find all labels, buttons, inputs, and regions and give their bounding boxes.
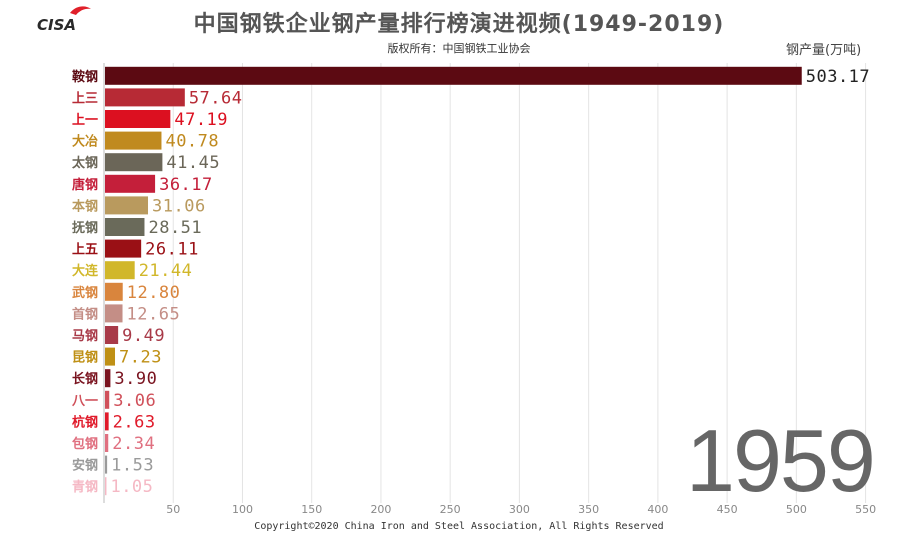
x-tick-label: 500: [786, 503, 807, 516]
x-tick-label: 250: [440, 503, 461, 516]
x-tick-label: 150: [301, 503, 322, 516]
bar: [105, 282, 123, 301]
category-label: 八一: [71, 394, 98, 409]
value-label: 3.90: [114, 369, 157, 389]
value-label: 2.63: [113, 412, 156, 432]
value-label: 40.78: [165, 132, 219, 152]
x-tick-label: 350: [578, 503, 599, 516]
value-label: 21.44: [139, 261, 193, 281]
bar: [105, 304, 123, 323]
category-label: 大冶: [72, 134, 98, 150]
bar: [105, 261, 135, 280]
x-tick-label: 450: [717, 503, 738, 516]
category-label: 上三: [72, 91, 98, 106]
category-label: 首钢: [72, 306, 98, 322]
category-label: 包钢: [72, 436, 98, 452]
category-label: 大连: [72, 263, 99, 279]
bar: [105, 131, 162, 150]
bar: [105, 110, 171, 128]
category-label: 武钢: [72, 285, 98, 301]
bar: [105, 477, 107, 496]
value-label: 1.05: [110, 477, 153, 497]
chart-title: 中国钢铁企业钢产量排行榜演进视频(1949-2019): [193, 12, 725, 37]
bar: [105, 196, 149, 215]
unit-label: 钢产量(万吨): [786, 43, 862, 58]
copyright-text: Copyright©2020 China Iron and Steel Asso…: [254, 521, 664, 532]
value-label: 36.17: [159, 175, 213, 195]
category-label: 鞍钢: [72, 69, 98, 85]
value-label: 7.23: [119, 348, 162, 368]
x-tick-label: 550: [855, 503, 876, 516]
x-tick-label: 400: [647, 503, 668, 516]
chart-subtitle: 版权所有：中国钢铁工业协会: [387, 42, 531, 55]
category-label: 上五: [72, 243, 98, 258]
value-label: 1.53: [111, 456, 154, 476]
bar: [105, 390, 110, 409]
x-tick-label: 100: [232, 503, 253, 516]
category-label: 长钢: [72, 371, 98, 387]
value-label: 2.34: [112, 434, 155, 454]
value-label: 503.17: [806, 67, 870, 87]
logo-text: CISA: [37, 16, 76, 33]
value-label: 47.19: [174, 110, 228, 130]
value-label: 41.45: [166, 153, 220, 173]
x-tick-label: 200: [370, 503, 391, 516]
value-label: 3.06: [113, 391, 156, 411]
cisa-logo: CISA: [37, 6, 91, 33]
bar: [105, 174, 156, 193]
category-label: 太钢: [71, 155, 98, 171]
x-tick-label: 300: [509, 503, 530, 516]
bar: [105, 239, 142, 258]
category-label: 唐钢: [72, 177, 98, 193]
bar: [105, 153, 163, 172]
bar: [105, 434, 109, 452]
year-label: 1959: [686, 411, 876, 510]
category-label: 上一: [72, 113, 98, 128]
bar: [105, 326, 119, 344]
value-label: 31.06: [152, 196, 206, 216]
bar: [105, 412, 109, 431]
category-label: 青钢: [72, 479, 98, 495]
category-label: 杭钢: [72, 414, 98, 430]
category-label: 昆钢: [72, 350, 98, 366]
bar: [105, 369, 111, 388]
category-label: 马钢: [72, 328, 98, 344]
value-label: 9.49: [122, 326, 165, 346]
bar: [105, 455, 108, 474]
value-label: 28.51: [148, 218, 202, 238]
value-label: 12.80: [127, 283, 181, 303]
value-label: 57.64: [189, 88, 243, 108]
value-label: 12.65: [127, 304, 181, 324]
category-label: 本钢: [72, 198, 98, 214]
category-label: 抚钢: [72, 220, 98, 236]
bar: [105, 347, 116, 366]
bar: [105, 88, 185, 107]
bar: [105, 218, 145, 236]
category-label: 安钢: [72, 458, 98, 474]
x-tick-label: 50: [166, 503, 180, 516]
bar: [105, 66, 802, 85]
value-label: 26.11: [145, 240, 199, 260]
